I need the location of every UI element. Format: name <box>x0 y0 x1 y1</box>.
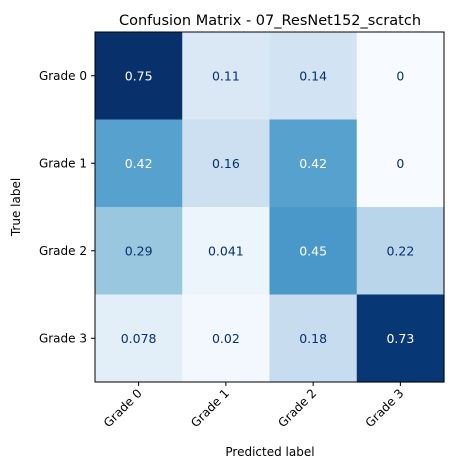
heatmap-cells <box>95 32 445 383</box>
heatmap-cell <box>356 207 445 296</box>
heatmap-cell <box>182 119 271 208</box>
heatmap-cell <box>95 119 183 208</box>
heatmap-cell <box>182 32 271 121</box>
heatmap-cell <box>95 294 183 383</box>
heatmap-cell <box>269 294 358 383</box>
heatmap-cell <box>356 32 445 121</box>
y-tick-label: Grade 3 <box>39 331 87 345</box>
cell-value-label: 0.18 <box>299 331 327 346</box>
cell-value-label: 0.16 <box>212 156 240 171</box>
heatmap-cell <box>95 207 183 296</box>
heatmap-cell <box>356 119 445 208</box>
cell-value-label: 0.73 <box>386 331 414 346</box>
cell-value-label: 0.14 <box>299 68 327 83</box>
y-ticks: Grade 0 Grade 1 Grade 2 Grade 3 <box>39 69 95 345</box>
cell-value-label: 0.11 <box>212 68 240 83</box>
y-axis-label: True label <box>9 178 23 237</box>
cell-value-label: 0.22 <box>386 243 414 258</box>
x-tick-label: Grade 1 <box>188 386 232 430</box>
y-tick-label: Grade 2 <box>39 244 87 258</box>
x-tick-label: Grade 0 <box>101 386 145 430</box>
y-tick-label: Grade 0 <box>39 69 87 83</box>
cell-value-label: 0.75 <box>125 68 153 83</box>
heatmap-cell <box>269 119 358 208</box>
cell-value-label: 0.041 <box>208 243 244 258</box>
cell-value-label: 0.42 <box>125 156 153 171</box>
heatmap-cell <box>356 294 445 383</box>
cell-value-label: 0 <box>396 156 404 171</box>
heatmap-cell <box>182 294 271 383</box>
cell-value-labels: 0.75 0.11 0.14 0 0.42 0.16 0.42 0 0.29 0.041 0.45 0… <box>121 68 415 346</box>
cell-value-label: 0.29 <box>125 243 153 258</box>
cell-value-label: 0.45 <box>299 243 327 258</box>
cell-value-label: 0 <box>396 68 404 83</box>
heatmap-cell <box>182 207 271 296</box>
heatmap-cell <box>269 207 358 296</box>
heatmap-cell <box>269 32 358 121</box>
cell-value-label: 0.02 <box>212 331 240 346</box>
cell-value-label: 0.078 <box>121 331 157 346</box>
x-axis-label: Predicted label <box>225 445 314 459</box>
x-tick-label: Grade 3 <box>363 386 407 430</box>
plot-frame <box>94 31 445 383</box>
cell-value-label: 0.42 <box>299 156 327 171</box>
x-tick-label: Grade 2 <box>275 386 319 430</box>
x-ticks: Grade 0 Grade 1 Grade 2 Grade 3 <box>101 382 407 430</box>
heatmap-cell <box>95 32 183 121</box>
chart-title: Confusion Matrix - 07_ResNet152_scratch <box>119 13 421 29</box>
y-tick-label: Grade 1 <box>39 156 87 170</box>
